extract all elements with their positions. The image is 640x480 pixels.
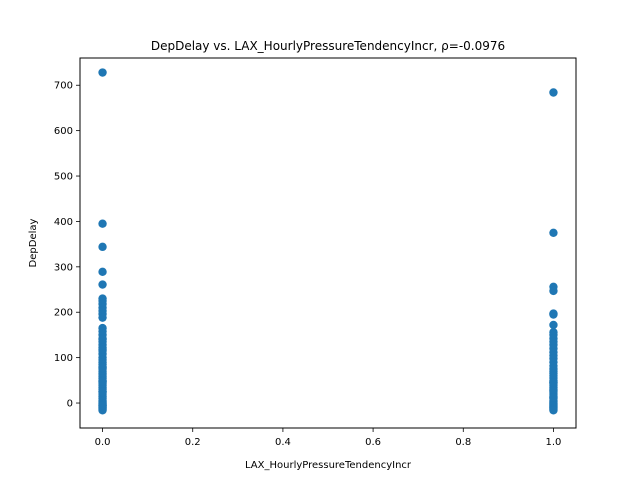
y-axis-label: DepDelay <box>28 218 39 267</box>
y-tick-label: 600 <box>54 126 73 137</box>
y-tick-label: 0 <box>67 399 73 410</box>
y-axis: 0 100 200 300 400 500 600 700 <box>54 81 80 410</box>
x-tick-label: 0.2 <box>185 437 201 448</box>
data-point <box>98 345 107 354</box>
y-tick-label: 100 <box>54 353 73 364</box>
data-point <box>98 267 107 277</box>
y-tick-label: 700 <box>54 81 73 92</box>
x-axis-label: LAX_HourlyPressureTendencyIncr <box>245 460 412 471</box>
y-tick-label: 200 <box>54 308 73 319</box>
plot-area-frame <box>79 57 577 429</box>
y-tick-label: 500 <box>54 172 73 183</box>
data-point <box>549 378 558 387</box>
data-point <box>549 320 558 330</box>
data-point <box>549 393 558 402</box>
x-tick-label: 0.6 <box>365 437 381 448</box>
x-tick-label: 0.8 <box>455 437 471 448</box>
data-point <box>98 377 107 386</box>
data-point <box>98 313 107 322</box>
data-point <box>98 387 107 396</box>
y-tick-label: 300 <box>54 262 73 273</box>
data-point <box>98 363 107 372</box>
data-point <box>98 242 107 252</box>
y-tick-label: 400 <box>54 217 73 228</box>
data-point <box>549 310 558 319</box>
data-point <box>98 68 107 77</box>
data-point <box>98 219 107 228</box>
x-axis: 0.0 0.2 0.4 0.6 0.8 1.0 <box>95 428 562 448</box>
data-point <box>98 280 107 289</box>
data-point <box>98 335 107 344</box>
data-points <box>98 68 558 415</box>
data-point <box>549 406 558 415</box>
data-point <box>549 386 558 395</box>
data-point <box>549 88 558 97</box>
chart-title: DepDelay vs. LAX_HourlyPressureTendencyI… <box>151 39 505 53</box>
x-tick-label: 0.0 <box>95 437 111 448</box>
x-tick-label: 1.0 <box>546 437 562 448</box>
data-point <box>98 401 107 410</box>
x-tick-label: 0.4 <box>275 437 291 448</box>
data-point <box>549 228 558 237</box>
data-point <box>549 286 558 296</box>
